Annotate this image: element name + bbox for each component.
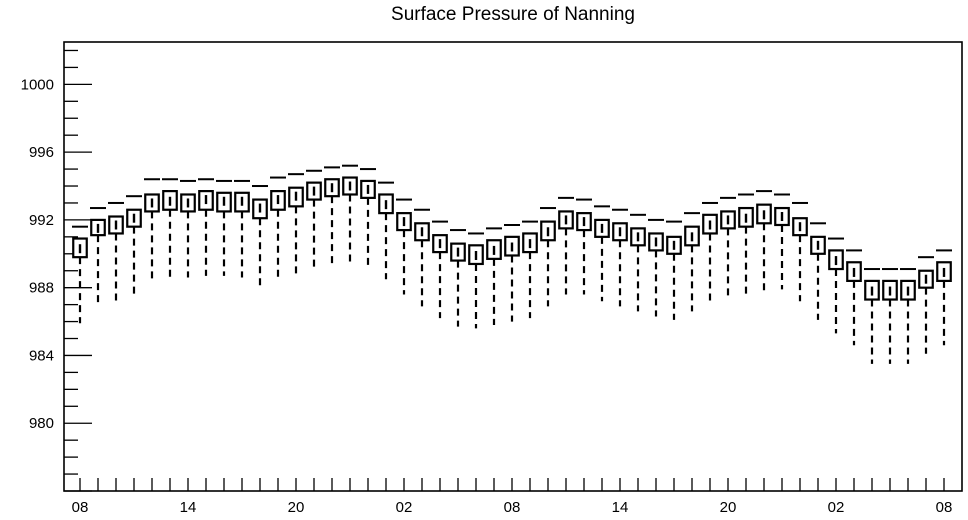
box-7 (198, 178, 214, 276)
box-8 (216, 179, 232, 276)
plot-frame (63, 41, 963, 492)
y-tick-label: 980 (29, 415, 54, 432)
box-38 (756, 190, 772, 292)
box-24 (504, 223, 520, 322)
x-tick-label: 02 (396, 499, 413, 516)
box-28 (576, 198, 592, 295)
box-2 (108, 201, 124, 302)
box-20 (432, 220, 448, 319)
box-29 (594, 205, 610, 302)
box-4 (144, 178, 160, 280)
box-39 (774, 193, 790, 290)
y-tick-label: 984 (29, 347, 54, 364)
box-17 (378, 181, 394, 280)
box-1 (90, 207, 106, 305)
box-32 (648, 218, 664, 317)
chart-title: Surface Pressure of Nanning (391, 4, 635, 25)
box-43 (846, 249, 862, 346)
y-tick-label: 988 (29, 280, 54, 297)
x-tick-label: 14 (612, 499, 629, 516)
x-tick-label: 08 (504, 499, 521, 516)
x-tick-label: 08 (936, 499, 953, 516)
box-27 (558, 196, 574, 295)
box-15 (342, 164, 358, 264)
box-11 (270, 176, 286, 278)
box-26 (540, 207, 556, 307)
box-30 (612, 208, 628, 307)
box-13 (306, 169, 322, 270)
box-25 (522, 220, 538, 319)
box-46 (900, 268, 916, 364)
box-36 (720, 196, 736, 297)
y-tick-label: 1000 (21, 76, 54, 93)
x-axis: 08 14 20 02 08 14 20 02 08 (72, 478, 953, 516)
x-tick-label: 20 (288, 499, 305, 516)
box-12 (288, 173, 304, 275)
box-6 (180, 179, 196, 278)
y-tick-label: 992 (29, 212, 54, 229)
boxes-layer (72, 164, 952, 364)
box-3 (126, 195, 142, 295)
x-tick-label: 20 (720, 499, 737, 516)
box-0 (72, 225, 88, 324)
box-42 (828, 237, 844, 334)
box-47 (918, 256, 934, 354)
box-45 (882, 268, 898, 364)
box-9 (234, 179, 250, 278)
box-5 (162, 178, 178, 278)
box-23 (486, 227, 502, 325)
box-16 (360, 168, 376, 268)
box-10 (252, 185, 268, 286)
y-axis: 980 984 988 992 996 1000 (21, 49, 92, 492)
box-19 (414, 208, 430, 307)
box-21 (450, 229, 466, 327)
y-tick-label: 996 (29, 144, 54, 161)
box-37 (738, 193, 754, 295)
x-tick-label: 02 (828, 499, 845, 516)
box-18 (396, 198, 412, 295)
box-41 (810, 222, 826, 320)
box-40 (792, 201, 808, 302)
box-35 (702, 201, 718, 302)
box-33 (666, 220, 682, 320)
box-44 (864, 268, 880, 364)
box-31 (630, 213, 646, 312)
box-22 (468, 232, 484, 329)
box-14 (324, 166, 340, 266)
box-48 (936, 249, 952, 346)
x-tick-label: 08 (72, 499, 89, 516)
x-tick-label: 14 (180, 499, 197, 516)
box-34 (684, 212, 700, 312)
